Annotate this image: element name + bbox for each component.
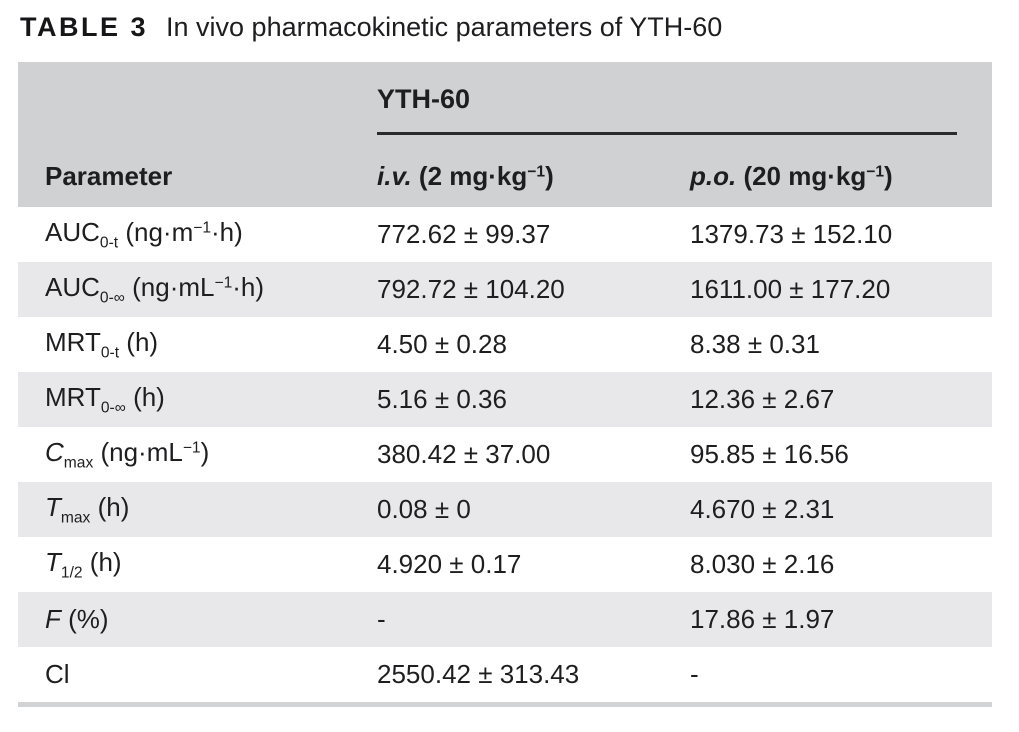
parameter-cell: Cmax (ng·mL−1) [45, 436, 210, 472]
table-bottom-rule [18, 702, 992, 707]
po-value-cell: - [690, 659, 699, 689]
iv-value-cell: 4.920 ± 0.17 [377, 549, 522, 579]
parameter-cell: Tmax (h) [45, 491, 130, 527]
po-value-cell: 4.670 ± 2.31 [690, 494, 835, 524]
po-value-cell: 95.85 ± 16.56 [690, 439, 849, 469]
iv-value-cell: 2550.42 ± 313.43 [377, 659, 580, 689]
po-value-cell: 8.38 ± 0.31 [690, 329, 820, 359]
pharmacokinetics-table: YTH-60 Parameter i.v. (2 mg·kg−1) p.o. (… [18, 62, 992, 707]
table-row: MRT0-∞ (h) 5.16 ± 0.36 12.36 ± 2.67 [18, 372, 992, 427]
parameter-cell: MRT0-∞ (h) [45, 381, 165, 417]
table-row: Cl 2550.42 ± 313.43 - [18, 647, 992, 702]
table-row: AUC0-∞ (ng·mL−1·h) 792.72 ± 104.20 1611.00… [18, 262, 992, 317]
iv-value-cell: 792.72 ± 104.20 [377, 274, 565, 304]
table-row: F (%) - 17.86 ± 1.97 [18, 592, 992, 647]
group-header-rule [377, 132, 957, 135]
parameter-cell: MRT0-t (h) [45, 326, 159, 362]
iv-value-cell: 380.42 ± 37.00 [377, 439, 551, 469]
parameter-cell: T1/2 (h) [45, 546, 122, 582]
po-value-cell: 12.36 ± 2.67 [690, 384, 835, 414]
col-header-po: p.o. (20 mg·kg−1) [690, 160, 893, 191]
parameter-cell: F (%) [45, 604, 109, 634]
iv-value-cell: - [377, 604, 386, 634]
iv-value-cell: 0.08 ± 0 [377, 494, 471, 524]
table-row: T1/2 (h) 4.920 ± 0.17 8.030 ± 2.16 [18, 537, 992, 592]
parameter-cell: AUC0-t (ng·m−1·h) [45, 216, 243, 252]
iv-value-cell: 5.16 ± 0.36 [377, 384, 507, 414]
parameter-cell: Cl [45, 659, 70, 689]
group-header-yth60: YTH-60 [377, 84, 471, 114]
table-caption: TABLE 3 In vivo pharmacokinetic parameter… [20, 12, 722, 43]
parameter-cell: AUC0-∞ (ng·mL−1·h) [45, 271, 265, 307]
po-value-cell: 1611.00 ± 177.20 [690, 274, 891, 304]
table-body: AUC0-t (ng·m−1·h) 772.62 ± 99.37 1379.73 ±… [18, 207, 992, 702]
table-title-text: In vivo pharmacokinetic parameters of YT… [166, 12, 723, 42]
table-header: YTH-60 Parameter i.v. (2 mg·kg−1) p.o. (… [18, 62, 992, 207]
col-header-parameter: Parameter [45, 160, 173, 191]
po-value-cell: 1379.73 ± 152.10 [690, 219, 893, 249]
table-number: TABLE 3 [20, 12, 149, 42]
table-row: AUC0-t (ng·m−1·h) 772.62 ± 99.37 1379.73 ±… [18, 207, 992, 262]
table-row: Cmax (ng·mL−1) 380.42 ± 37.00 95.85 ± 16.5… [18, 427, 992, 482]
iv-value-cell: 4.50 ± 0.28 [377, 329, 507, 359]
table-row: MRT0-t (h) 4.50 ± 0.28 8.38 ± 0.31 [18, 317, 992, 372]
po-value-cell: 17.86 ± 1.97 [690, 604, 835, 634]
iv-value-cell: 772.62 ± 99.37 [377, 219, 551, 249]
col-header-iv: i.v. (2 mg·kg−1) [377, 160, 554, 191]
table-row: Tmax (h) 0.08 ± 0 4.670 ± 2.31 [18, 482, 992, 537]
column-header-row: Parameter i.v. (2 mg·kg−1) p.o. (20 mg·k… [18, 145, 992, 207]
po-value-cell: 8.030 ± 2.16 [690, 549, 835, 579]
